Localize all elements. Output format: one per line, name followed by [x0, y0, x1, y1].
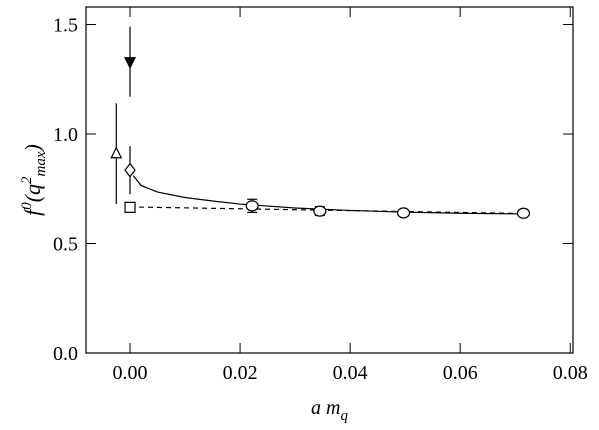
x-tick-label: 0.08 [553, 362, 588, 384]
x-axis-label: a mq [311, 397, 348, 424]
x-label-part: a m [311, 397, 340, 419]
x-tick-label: 0.06 [443, 362, 478, 384]
x-tick-label: 0.04 [333, 362, 368, 384]
y-label-part: max [33, 151, 49, 176]
plot-frame [85, 6, 574, 354]
y-tick-label: 0.0 [53, 343, 78, 365]
marker [313, 205, 327, 217]
y-label-part: ) [20, 144, 45, 153]
marker [110, 146, 123, 159]
y-label-part: f [20, 207, 45, 216]
y-label-part: (q [20, 184, 45, 202]
fit-line [132, 175, 524, 215]
x-label-part: q [340, 408, 348, 424]
x-tick-label: 0.02 [223, 362, 258, 384]
y-label-part: 0 [19, 202, 35, 210]
marker [396, 207, 411, 219]
x-tick-label: 0.00 [113, 362, 148, 384]
marker [124, 162, 136, 178]
y-tick-label: 0.5 [53, 234, 78, 256]
marker [245, 200, 259, 212]
marker [516, 207, 531, 219]
y-axis-label: f0(q2max) [19, 144, 49, 216]
y-label-part: 2 [19, 176, 35, 184]
y-tick-label: 1.0 [53, 124, 78, 146]
fit-line [130, 206, 524, 215]
marker [124, 57, 136, 70]
marker [124, 201, 136, 213]
y-tick-label: 1.5 [53, 15, 78, 37]
